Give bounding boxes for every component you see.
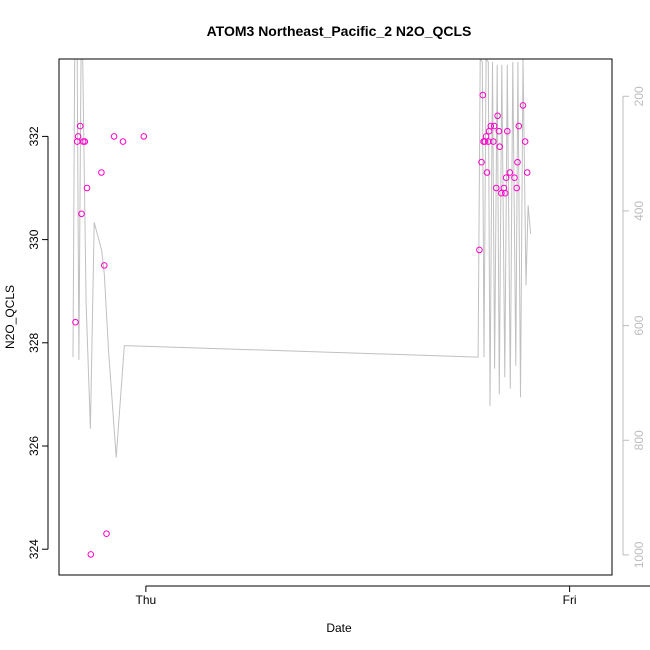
- data-point: [81, 138, 89, 145]
- y-axis-label: N2O_QCLS: [3, 285, 17, 349]
- data-point: [103, 530, 110, 538]
- left-tick-label: 332: [27, 126, 41, 146]
- altitude-line: [72, 59, 532, 458]
- right-tick-label: 1000: [632, 541, 646, 568]
- data-point: [514, 158, 521, 166]
- data-point: [72, 318, 79, 326]
- data-points-layer: [72, 91, 531, 558]
- data-point: [502, 174, 510, 181]
- data-point: [494, 112, 501, 120]
- data-point: [515, 122, 523, 130]
- data-point: [511, 174, 518, 181]
- right-tick-label: 600: [632, 315, 646, 335]
- data-point: [483, 169, 491, 176]
- data-point: [78, 210, 85, 218]
- data-point: [493, 184, 500, 192]
- data-point: [140, 133, 148, 140]
- data-point: [76, 122, 84, 130]
- data-point: [110, 133, 118, 140]
- data-point: [490, 138, 497, 145]
- data-point: [490, 122, 498, 130]
- data-point: [478, 158, 485, 166]
- altitude-line-layer: [72, 59, 532, 458]
- left-tick-label: 330: [27, 229, 41, 249]
- left-tick-label: 328: [27, 332, 41, 352]
- data-point: [523, 169, 531, 176]
- plot-area: [72, 59, 532, 558]
- data-point: [119, 138, 127, 145]
- data-point: [479, 91, 487, 99]
- data-point: [496, 143, 504, 150]
- data-point: [504, 127, 511, 135]
- left-y-axis: 324 326 328 330 332: [27, 126, 49, 559]
- data-point: [519, 102, 527, 109]
- x-tick-label: Fri: [563, 593, 577, 607]
- data-point: [521, 138, 529, 145]
- data-point: [495, 127, 503, 135]
- data-point: [506, 169, 514, 176]
- data-point: [476, 246, 483, 254]
- right-tick-label: 200: [632, 86, 646, 106]
- left-tick-label: 326: [27, 436, 41, 456]
- data-point: [487, 122, 495, 130]
- data-point: [74, 133, 82, 140]
- data-point: [513, 184, 521, 192]
- data-point: [501, 189, 509, 197]
- x-axis-label: Date: [326, 621, 352, 635]
- data-point: [98, 169, 105, 176]
- left-tick-label: 324: [27, 539, 41, 559]
- data-point: [485, 138, 492, 145]
- data-point: [87, 551, 95, 558]
- right-y-axis: 200 400 600 800 1000: [622, 86, 646, 568]
- right-tick-label: 400: [632, 201, 646, 221]
- data-point: [498, 189, 505, 197]
- x-tick-label: Thu: [136, 593, 157, 607]
- chart-title: ATOM3 Northeast_Pacific_2 N2O_QCLS: [207, 23, 472, 39]
- x-axis: ThuFriSat: [136, 585, 650, 607]
- plot-frame: [58, 58, 613, 576]
- data-point: [101, 262, 108, 269]
- right-tick-label: 800: [632, 430, 646, 450]
- data-point: [83, 184, 91, 192]
